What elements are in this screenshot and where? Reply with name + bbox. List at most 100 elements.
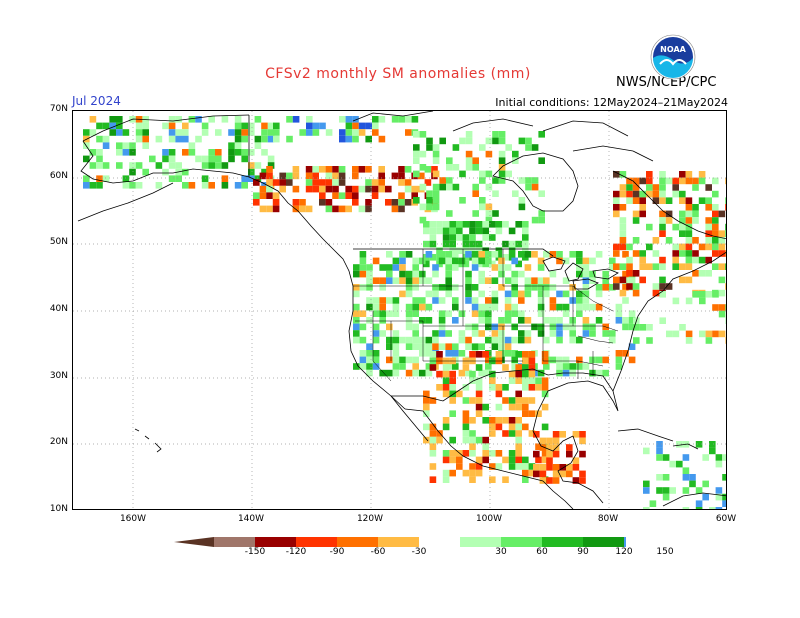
anomaly-cell <box>569 363 576 370</box>
anomaly-cell <box>345 185 352 193</box>
anomaly-cell <box>425 277 433 284</box>
anomaly-cell <box>462 450 470 457</box>
anomaly-cell <box>353 336 360 344</box>
colorbar-segment <box>214 537 255 547</box>
anomaly-cell <box>419 216 427 224</box>
anomaly-cell <box>722 500 726 507</box>
anomaly-cell <box>646 337 653 344</box>
anomaly-cell <box>505 170 512 178</box>
anomaly-cell <box>569 336 576 344</box>
colorbar-tick-label: -120 <box>285 547 307 557</box>
anomaly-cell <box>718 276 726 284</box>
anomaly-cell <box>579 470 586 478</box>
anomaly-cell <box>659 184 666 191</box>
anomaly-cell <box>345 116 353 123</box>
anomaly-cell <box>537 297 545 304</box>
anomaly-cell <box>436 430 443 437</box>
anomaly-cell <box>685 204 693 211</box>
anomaly-cell <box>602 369 609 377</box>
anomaly-cell <box>478 343 485 350</box>
anomaly-cell <box>628 317 636 324</box>
colorbar-tick-label: 30 <box>495 547 507 557</box>
anomaly-cell <box>475 397 483 404</box>
anomaly-cell <box>515 351 522 358</box>
anomaly-cell <box>413 197 420 204</box>
anomaly-cell <box>582 270 590 278</box>
anomaly-cell <box>479 177 486 184</box>
anomaly-cell <box>522 463 529 470</box>
anomaly-cell <box>518 330 525 337</box>
anomaly-cell <box>413 144 420 151</box>
anomaly-cell <box>535 443 542 450</box>
anomaly-cell <box>261 129 268 136</box>
anomaly-cell <box>352 199 359 206</box>
anomaly-cell <box>482 450 489 457</box>
anomaly-cell <box>228 155 235 163</box>
anomaly-cell <box>432 157 440 164</box>
anomaly-cell <box>168 122 176 130</box>
anomaly-cell <box>522 456 529 464</box>
anomaly-cell <box>436 370 443 378</box>
anomaly-cell <box>366 369 373 377</box>
anomaly-cell <box>359 264 367 271</box>
anomaly-cell <box>485 317 492 324</box>
anomaly-cell <box>442 240 450 248</box>
anomaly-cell <box>411 192 418 199</box>
anomaly-cell <box>266 166 273 173</box>
anomaly-cell <box>399 264 406 271</box>
anomaly-cell <box>432 290 439 298</box>
anomaly-cell <box>359 251 367 258</box>
anomaly-cell <box>619 237 627 244</box>
anomaly-cell <box>602 277 609 284</box>
anomaly-cell <box>537 310 545 317</box>
anomaly-cell <box>445 343 452 350</box>
anomaly-cell <box>155 182 163 189</box>
anomaly-cell <box>511 284 518 291</box>
anomaly-cell <box>358 122 366 130</box>
anomaly-cell <box>685 217 693 224</box>
anomaly-cell <box>445 257 452 265</box>
colorbar-tick-label: 120 <box>615 547 633 557</box>
anomaly-cell <box>522 247 529 254</box>
anomaly-cell <box>715 493 723 501</box>
anomaly-cell <box>537 323 545 331</box>
anomaly-cell <box>352 185 359 193</box>
anomaly-cell <box>572 457 580 464</box>
anomaly-cell <box>449 370 456 378</box>
lat-label-50n: 50N <box>49 237 68 247</box>
anomaly-cell <box>353 290 360 298</box>
anomaly-cell <box>515 423 522 431</box>
anomaly-cell <box>546 477 553 484</box>
anomaly-cell <box>682 474 690 481</box>
anomaly-cell <box>475 390 483 398</box>
anomaly-cell <box>692 291 699 298</box>
anomaly-cell <box>248 129 255 136</box>
anomaly-cell <box>109 129 116 136</box>
anomaly-cell <box>201 129 209 136</box>
anomaly-cell <box>305 185 313 193</box>
anomaly-cell <box>725 317 726 324</box>
anomaly-cell <box>319 185 326 193</box>
anomaly-cell <box>372 363 380 370</box>
anomaly-cell <box>182 182 189 189</box>
anomaly-cell <box>432 203 440 211</box>
anomaly-cell <box>639 204 646 211</box>
anomaly-cell <box>522 377 529 384</box>
anomaly-cell <box>562 257 570 265</box>
anomaly-cell <box>665 210 673 218</box>
anomaly-cell <box>372 297 380 304</box>
anomaly-cell <box>399 277 406 284</box>
anomaly-cell <box>469 443 476 450</box>
anomaly-cell <box>699 297 706 305</box>
anomaly-cell <box>699 291 706 298</box>
anomaly-cell <box>698 243 706 251</box>
anomaly-cell <box>465 157 473 164</box>
anomaly-cell <box>228 142 235 149</box>
anomaly-cell <box>399 257 406 265</box>
anomaly-cell <box>539 464 547 471</box>
anomaly-cell <box>543 290 550 298</box>
anomaly-cell <box>698 171 706 178</box>
anomaly-cell <box>646 223 653 231</box>
anomaly-cell <box>528 384 536 391</box>
anomaly-cell <box>452 251 459 258</box>
